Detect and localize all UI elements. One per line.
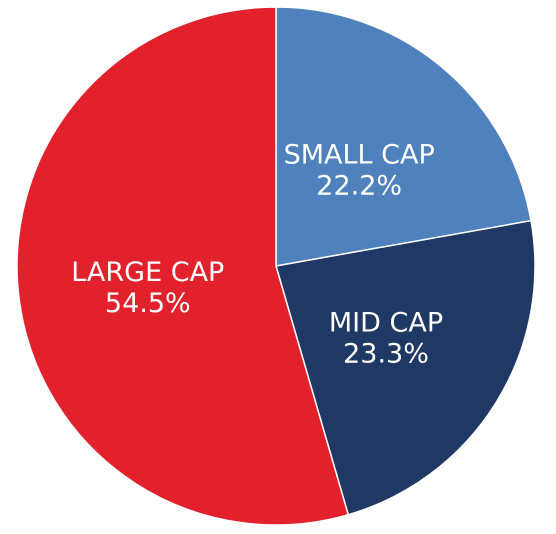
slice-value-large-cap: 54.5% <box>105 288 191 319</box>
slice-value-small-cap: 22.2% <box>316 171 402 202</box>
slice-value-mid-cap: 23.3% <box>343 338 429 369</box>
pie-slice-small-cap <box>275 6 532 267</box>
pie-slices <box>16 6 536 526</box>
pie-slice-large-cap <box>16 6 350 526</box>
slice-label-mid-cap: MID CAP <box>329 307 443 338</box>
pie-slice-mid-cap <box>275 219 536 516</box>
slice-label-large-cap: LARGE CAP <box>71 257 224 288</box>
slice-label-small-cap: SMALL CAP <box>284 140 435 171</box>
